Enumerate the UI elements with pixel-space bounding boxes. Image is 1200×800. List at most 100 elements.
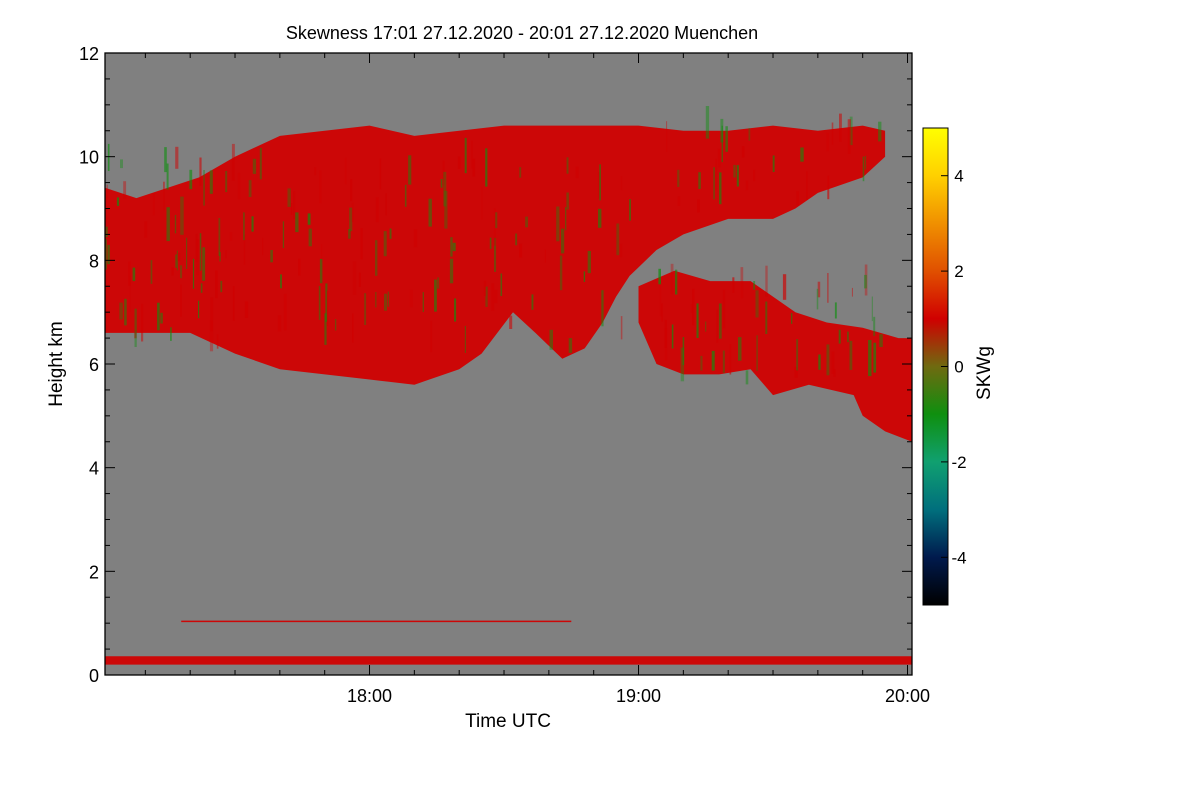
texture-streak xyxy=(176,250,178,271)
texture-streak xyxy=(485,286,488,307)
texture-streak xyxy=(180,196,184,235)
texture-streak xyxy=(733,164,736,178)
texture-streak xyxy=(741,146,745,158)
texture-streak xyxy=(682,337,685,366)
texture-streak xyxy=(318,285,321,320)
texture-streak xyxy=(700,355,703,371)
texture-streak xyxy=(849,340,853,370)
texture-streak xyxy=(705,321,707,332)
texture-streak xyxy=(827,175,830,200)
texture-streak xyxy=(307,213,311,225)
texture-streak xyxy=(806,171,808,200)
texture-streak xyxy=(561,228,565,254)
texture-streak xyxy=(698,172,701,189)
texture-streak xyxy=(670,263,674,295)
texture-streak xyxy=(690,304,693,313)
colorbar-tick-label: 2 xyxy=(954,262,963,281)
texture-streak xyxy=(324,313,327,345)
texture-streak xyxy=(864,264,868,296)
texture-streak xyxy=(383,231,387,257)
texture-streak xyxy=(755,290,759,318)
texture-streak xyxy=(587,251,591,274)
texture-streak xyxy=(170,327,172,341)
texture-streak xyxy=(116,197,120,206)
texture-streak xyxy=(413,229,418,248)
texture-streak xyxy=(443,171,447,207)
texture-streak xyxy=(671,324,674,349)
texture-streak xyxy=(531,294,534,310)
texture-streak xyxy=(319,258,323,284)
texture-streak xyxy=(871,296,873,322)
texture-streak xyxy=(847,119,851,154)
texture-streak xyxy=(847,331,849,343)
texture-streak xyxy=(816,288,819,310)
texture-streak xyxy=(428,198,432,227)
texture-streak xyxy=(364,293,367,325)
texture-streak xyxy=(525,216,528,228)
y-tick-label: 2 xyxy=(89,562,99,582)
cloud-layer-near-surface-layer xyxy=(105,656,912,665)
texture-streak xyxy=(225,250,227,259)
texture-streak xyxy=(471,140,473,169)
texture-streak xyxy=(375,292,377,308)
texture-streak xyxy=(174,214,177,234)
texture-streak xyxy=(705,106,710,139)
texture-streak xyxy=(106,184,108,198)
texture-streak xyxy=(444,190,448,229)
texture-streak xyxy=(454,298,457,322)
texture-streak xyxy=(483,280,487,296)
texture-streak xyxy=(128,261,131,286)
texture-streak xyxy=(144,221,148,238)
texture-streak xyxy=(232,286,235,321)
texture-streak xyxy=(141,303,144,342)
texture-streak xyxy=(677,169,680,187)
texture-streak xyxy=(409,289,413,308)
texture-streak xyxy=(565,207,567,231)
texture-streak xyxy=(721,125,723,163)
texture-streak xyxy=(107,143,110,171)
texture-streak xyxy=(199,157,202,186)
texture-streak xyxy=(494,289,498,304)
texture-streak xyxy=(782,274,787,300)
texture-streak xyxy=(209,170,213,194)
texture-streak xyxy=(229,232,233,241)
colorbar-tick-label: -2 xyxy=(951,453,966,472)
texture-streak xyxy=(293,191,296,219)
texture-streak xyxy=(493,208,496,246)
texture-streak xyxy=(277,315,282,332)
texture-streak xyxy=(661,303,663,322)
texture-streak xyxy=(549,329,553,350)
texture-streak xyxy=(243,212,245,241)
texture-streak xyxy=(180,265,183,279)
texture-streak xyxy=(180,284,182,317)
texture-streak xyxy=(556,206,560,242)
texture-streak xyxy=(150,260,153,284)
texture-streak xyxy=(237,172,241,200)
texture-streak xyxy=(566,192,569,210)
cloud-layer-mid-level-cloud xyxy=(638,270,912,442)
texture-streak xyxy=(697,199,700,213)
texture-streak xyxy=(725,126,728,152)
texture-streak xyxy=(199,233,202,271)
texture-streak xyxy=(719,172,722,205)
texture-streak xyxy=(262,237,264,256)
texture-streak xyxy=(599,164,601,201)
texture-streak xyxy=(163,181,165,211)
texture-streak xyxy=(319,170,322,204)
texture-streak xyxy=(826,132,829,152)
texture-streak xyxy=(489,237,492,249)
texture-streak xyxy=(732,277,735,293)
texture-streak xyxy=(495,212,498,229)
texture-streak xyxy=(243,234,246,265)
texture-streak xyxy=(314,167,317,176)
texture-streak xyxy=(164,147,167,173)
texture-streak xyxy=(831,122,834,145)
cloud-layers xyxy=(105,106,912,665)
texture-streak xyxy=(215,270,218,299)
texture-streak xyxy=(105,226,108,238)
texture-streak xyxy=(219,252,221,262)
y-axis: 0 2 4 6 8 10 12 xyxy=(79,44,912,686)
texture-streak xyxy=(568,338,573,353)
texture-streak xyxy=(244,301,249,318)
texture-streak xyxy=(713,167,715,200)
